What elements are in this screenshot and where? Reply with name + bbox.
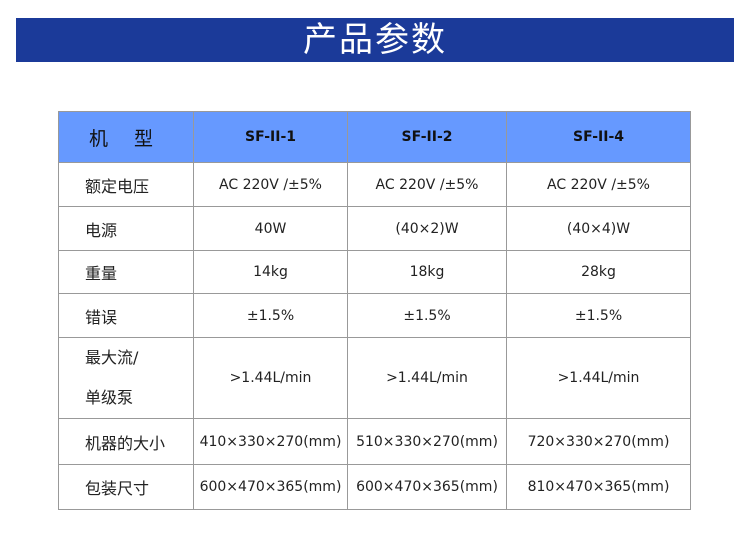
cell: 510×330×270(mm): [347, 418, 507, 465]
row-label: 最大流/单级泵: [58, 337, 194, 419]
table-row: 错误 ±1.5% ±1.5% ±1.5%: [58, 293, 691, 338]
table-header-row: 机 型 SF-II-1 SF-II-2 SF-II-4: [58, 111, 691, 163]
cell: AC 220V /±5%: [506, 162, 691, 207]
table-row: 最大流/单级泵 >1.44L/min >1.44L/min >1.44L/min: [58, 337, 691, 419]
cell: 14kg: [193, 250, 348, 294]
row-label-line: 最大流/: [85, 348, 139, 367]
cell: >1.44L/min: [347, 337, 507, 419]
cell: >1.44L/min: [193, 337, 348, 419]
row-label: 电源: [58, 206, 194, 251]
cell: (40×2)W: [347, 206, 507, 251]
cell: (40×4)W: [506, 206, 691, 251]
cell: ±1.5%: [506, 293, 691, 338]
header-model: SF-II-2: [347, 111, 507, 163]
cell: AC 220V /±5%: [193, 162, 348, 207]
row-label: 重量: [58, 250, 194, 294]
cell: 18kg: [347, 250, 507, 294]
cell: >1.44L/min: [506, 337, 691, 419]
cell: 410×330×270(mm): [193, 418, 348, 465]
row-label: 包装尺寸: [58, 464, 194, 510]
header-model-label: 机 型: [58, 111, 194, 163]
header-model: SF-II-4: [506, 111, 691, 163]
row-label-line: 单级泵: [85, 388, 134, 407]
cell: 720×330×270(mm): [506, 418, 691, 465]
table-row: 包装尺寸 600×470×365(mm) 600×470×365(mm) 810…: [58, 464, 691, 510]
row-label: 机器的大小: [58, 418, 194, 465]
cell: 600×470×365(mm): [193, 464, 348, 510]
cell: ±1.5%: [193, 293, 348, 338]
cell: 40W: [193, 206, 348, 251]
row-label: 错误: [58, 293, 194, 338]
cell: AC 220V /±5%: [347, 162, 507, 207]
row-label: 额定电压: [58, 162, 194, 207]
header-model: SF-II-1: [193, 111, 348, 163]
cell: 600×470×365(mm): [347, 464, 507, 510]
cell: 28kg: [506, 250, 691, 294]
table-row: 机器的大小 410×330×270(mm) 510×330×270(mm) 72…: [58, 418, 691, 465]
table-row: 重量 14kg 18kg 28kg: [58, 250, 691, 294]
cell: ±1.5%: [347, 293, 507, 338]
cell: 810×470×365(mm): [506, 464, 691, 510]
table-row: 电源 40W (40×2)W (40×4)W: [58, 206, 691, 251]
page-title: 产品参数: [16, 18, 734, 62]
table-row: 额定电压 AC 220V /±5% AC 220V /±5% AC 220V /…: [58, 162, 691, 207]
spec-table: 机 型 SF-II-1 SF-II-2 SF-II-4 额定电压 AC 220V…: [58, 111, 691, 510]
